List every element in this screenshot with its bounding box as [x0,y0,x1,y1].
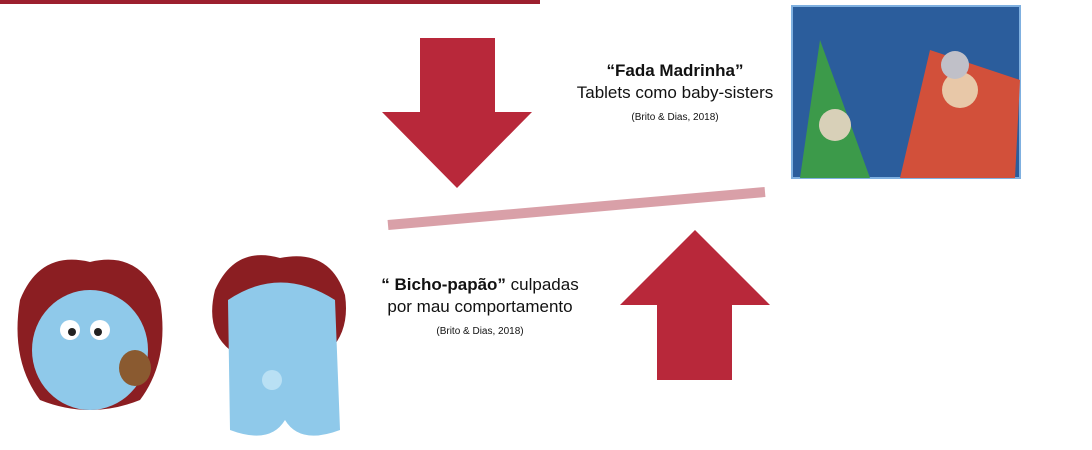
slide-graphics [0,0,1092,450]
caption-title-rest: culpadas [506,275,579,294]
monster-back [212,255,346,436]
caption-title: “Fada Madrinha” [560,60,790,82]
title-remnant [0,0,540,4]
monster-front [18,260,163,410]
caption-title: “ Bicho-papão” culpadas [355,274,605,296]
caption-text: Tablets como baby-sisters [560,82,790,104]
upper-caption: “Fada Madrinha” Tablets como baby-sister… [560,60,790,123]
balance-line [388,192,765,225]
fairy-image [792,6,1020,178]
citation: (Brito & Dias, 2018) [560,112,790,123]
caption-title-bold: “ Bicho-papão” [381,275,506,294]
caption-text: por mau comportamento [355,296,605,318]
up-arrow [620,230,770,380]
citation: (Brito & Dias, 2018) [355,326,605,337]
slide: “Fada Madrinha” Tablets como baby-sister… [0,0,1092,450]
lower-caption: “ Bicho-papão” culpadas por mau comporta… [355,274,605,337]
down-arrow [382,38,532,188]
